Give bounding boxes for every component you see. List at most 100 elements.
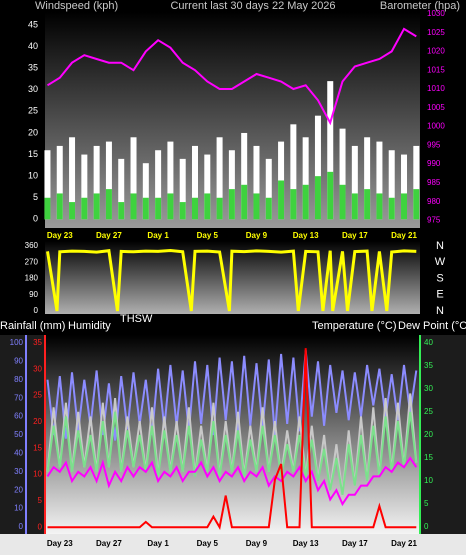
y-tick-label: 0	[424, 522, 429, 531]
y-tick-label: 1030	[427, 9, 445, 18]
chart-title: Current last 30 days 22 May 2026	[170, 0, 335, 12]
bar	[314, 115, 321, 220]
bar	[376, 141, 383, 220]
y-tick-label: 15	[33, 443, 42, 452]
x-tick-label: Day 23	[47, 231, 73, 240]
bar	[401, 193, 408, 220]
bar	[105, 189, 112, 220]
bar	[388, 197, 395, 220]
legend-label: Dew Point (°C)	[398, 320, 466, 332]
bar	[253, 145, 260, 220]
bar	[56, 193, 63, 220]
x-tick-label: Day 1	[147, 231, 169, 240]
line	[46, 350, 418, 441]
bar	[339, 184, 346, 220]
y-tick-label: 5	[424, 499, 429, 508]
y-tick-label: 30	[28, 84, 38, 94]
bar	[81, 154, 88, 220]
bar	[167, 193, 174, 220]
bar	[142, 197, 149, 220]
x-tick-label: Day 21	[391, 231, 417, 240]
bar	[130, 193, 137, 220]
bar	[192, 197, 198, 220]
bar	[351, 145, 358, 220]
bar	[302, 184, 309, 220]
y-tick-label: 10	[28, 171, 38, 181]
bar	[314, 176, 321, 220]
bar	[413, 189, 420, 220]
bar	[142, 163, 149, 220]
y-tick-label: 80	[14, 375, 23, 384]
y-tick-label: 980	[427, 197, 441, 206]
bar	[118, 158, 125, 220]
line	[46, 248, 417, 312]
y-tick-label: 40	[28, 41, 38, 51]
bar	[327, 171, 334, 220]
y-tick-label: 10	[33, 470, 42, 479]
bar	[278, 180, 285, 220]
bar	[179, 202, 186, 220]
bar	[388, 150, 395, 220]
bar	[44, 150, 51, 220]
y-tick-label: S	[436, 272, 443, 284]
x-tick-label: Day 23	[47, 539, 73, 548]
y-tick-label: 40	[14, 448, 23, 457]
y-tick-label: 30	[14, 467, 23, 476]
y-tick-label: 90	[14, 356, 23, 365]
y-tick-label: 90	[29, 290, 38, 299]
y-tick-label: 30	[424, 384, 433, 393]
y-tick-label: 1010	[427, 84, 445, 93]
bar	[327, 81, 334, 220]
y-tick-label: 15	[28, 149, 38, 159]
y-tick-label: W	[435, 256, 446, 268]
bar	[376, 193, 383, 220]
y-tick-label: 0	[38, 522, 43, 531]
legend-label: Temperature (°C)	[312, 320, 396, 332]
x-tick-label: Day 27	[96, 231, 122, 240]
y-tick-label: 270	[25, 257, 39, 266]
y-tick-label: 1000	[427, 122, 445, 131]
y-tick-label: 990	[427, 159, 441, 168]
y-tick-label: 1005	[427, 103, 445, 112]
bar	[192, 145, 198, 220]
x-tick-label: Day 9	[246, 539, 268, 548]
bar	[351, 193, 358, 220]
legend-label: Rainfall (mm)	[0, 320, 65, 332]
bar	[241, 132, 248, 220]
bar	[93, 145, 100, 220]
bar	[290, 189, 297, 220]
x-tick-label: Day 1	[147, 539, 169, 548]
bar	[265, 197, 272, 220]
x-tick-label: Day 13	[293, 539, 319, 548]
y-tick-label: 20	[424, 430, 433, 439]
x-tick-label: Day 17	[342, 539, 368, 548]
bar	[155, 197, 162, 220]
y-tick-label: 35	[33, 338, 42, 347]
bar	[401, 154, 408, 220]
x-tick-label: Day 5	[197, 539, 219, 548]
y-tick-label: 985	[427, 178, 441, 187]
y-tick-label: 20	[28, 127, 38, 137]
bar	[253, 193, 260, 220]
y-tick-label: N	[436, 240, 444, 252]
bar	[69, 137, 76, 220]
bar	[290, 124, 297, 220]
y-tick-label: 995	[427, 140, 441, 149]
bar	[167, 141, 174, 220]
y-tick-label: 20	[14, 485, 23, 494]
bar	[204, 193, 211, 220]
bar	[302, 137, 309, 220]
bar	[339, 128, 346, 220]
x-axis-bg	[0, 534, 466, 555]
y-tick-label: 50	[14, 430, 23, 439]
y-tick-label: 20	[33, 417, 42, 426]
bar	[216, 137, 223, 220]
y-tick-label: 0	[34, 306, 39, 315]
x-tick-label: Day 21	[391, 539, 417, 548]
y-tick-label: 25	[33, 391, 42, 400]
line	[46, 411, 418, 495]
y-tick-label: 180	[25, 274, 39, 283]
line	[46, 27, 417, 126]
